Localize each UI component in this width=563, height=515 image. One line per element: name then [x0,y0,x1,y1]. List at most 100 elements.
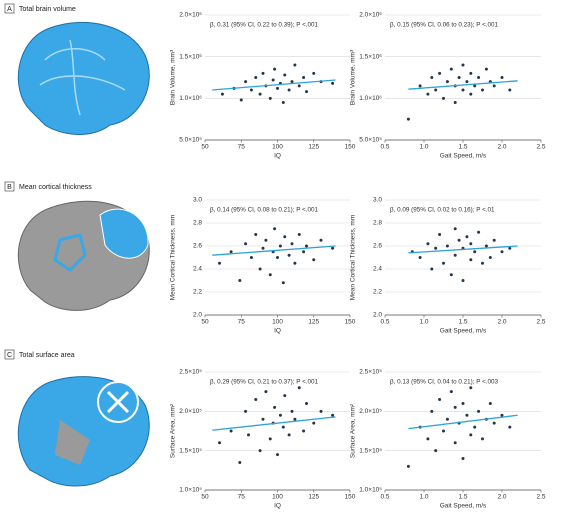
annotation: β, 0.09 (95% CI, 0.02 to 0.16); P <.01 [390,207,495,214]
data-point [305,90,308,93]
y-axis-label: Brain Volume, mm³ [350,49,357,105]
data-point [272,79,275,82]
data-point [283,74,286,77]
data-point [469,386,472,389]
data-point [469,93,472,96]
y-tick-label: 5.0×10⁵ [179,137,202,144]
x-tick-label: 75 [238,319,246,326]
x-tick-label: 150 [345,494,356,501]
data-point [283,235,286,238]
data-point [469,433,472,436]
data-point [407,465,410,468]
data-point [458,239,461,242]
y-axis-label: Surface Area, mm² [350,403,357,458]
data-point [462,279,465,282]
data-point [430,268,433,271]
x-tick-label: 50 [201,144,209,151]
data-point [276,87,279,90]
x-tick-label: 1.0 [419,144,428,151]
data-point [508,247,511,250]
scatter-plot: 2.02.22.42.62.83.00.51.01.52.02.5β, 0.09… [350,197,546,335]
data-point [465,235,468,238]
x-tick-label: 75 [238,494,246,501]
data-point [276,256,279,259]
y-tick-label: 2.5×10⁵ [359,369,382,376]
data-point [244,410,247,413]
y-tick-label: 1.5×10⁶ [179,53,202,60]
data-point [462,64,465,67]
data-point [312,258,315,261]
scatter-plot: 1.0×10⁵1.5×10⁵2.0×10⁵2.5×10⁵507510012515… [170,369,356,510]
x-tick-label: 125 [308,319,319,326]
data-point [218,441,221,444]
data-point [493,239,496,242]
x-tick-label: 2.0 [497,319,506,326]
data-point [282,281,285,284]
x-axis-label: Gait Speed, m/s [440,328,487,335]
data-point [262,247,265,250]
data-point [501,76,504,79]
y-tick-label: 1.5×10⁵ [179,447,202,454]
data-point [273,68,276,71]
y-tick-label: 1.0×10⁵ [179,487,202,494]
data-point [489,256,492,259]
data-point [254,233,257,236]
data-point [501,414,504,417]
y-tick-label: 5.0×10⁵ [359,137,382,144]
data-point [430,76,433,79]
x-tick-label: 0.5 [380,319,389,326]
x-tick-label: 1.0 [419,319,428,326]
data-point [218,262,221,265]
data-point [250,256,253,259]
data-point [262,72,265,75]
x-axis-label: IQ [274,328,281,335]
y-tick-label: 2.2 [373,289,382,296]
annotation: β, 0.13 (95% CI, 0.04 to 0.21); P <.003 [390,379,498,386]
x-tick-label: 100 [272,319,283,326]
y-tick-label: 2.5×10⁵ [179,369,202,376]
y-tick-label: 3.0 [193,197,202,204]
data-point [302,250,305,253]
data-point [438,72,441,75]
x-tick-label: 1.5 [458,494,467,501]
panel-letter: C [7,352,12,359]
data-point [230,430,233,433]
data-point [302,76,305,79]
data-point [454,441,457,444]
data-point [273,406,276,409]
data-point [426,437,429,440]
data-point [438,233,441,236]
data-point [419,84,422,87]
data-point [276,453,279,456]
x-tick-label: 2.5 [536,319,545,326]
data-point [291,242,294,245]
data-point [501,250,504,253]
data-point [312,72,315,75]
x-tick-label: 50 [201,319,209,326]
y-tick-label: 2.0 [193,312,202,319]
x-tick-label: 150 [345,319,356,326]
data-point [469,242,472,245]
annotation: β, 0.14 (95% CI, 0.08 to 0.21); P <.001 [210,207,318,214]
data-point [454,254,457,257]
y-axis-label: Mean Cortical Thickness, mm [170,215,177,301]
data-point [247,433,250,436]
y-tick-label: 2.0×10⁶ [179,12,202,19]
y-tick-label: 1.0×10⁵ [359,487,382,494]
x-tick-label: 50 [201,494,209,501]
data-point [477,76,480,79]
y-tick-label: 2.0×10⁶ [359,12,382,19]
data-point [465,414,468,417]
y-tick-label: 2.6 [193,243,202,250]
x-axis-label: IQ [274,503,281,510]
data-point [481,262,484,265]
data-point [450,68,453,71]
data-point [298,386,301,389]
y-tick-label: 2.0 [373,312,382,319]
data-point [240,99,243,102]
data-point [454,406,457,409]
data-point [320,239,323,242]
figure: A Total brain volume B Mean cortical thi… [0,0,563,515]
